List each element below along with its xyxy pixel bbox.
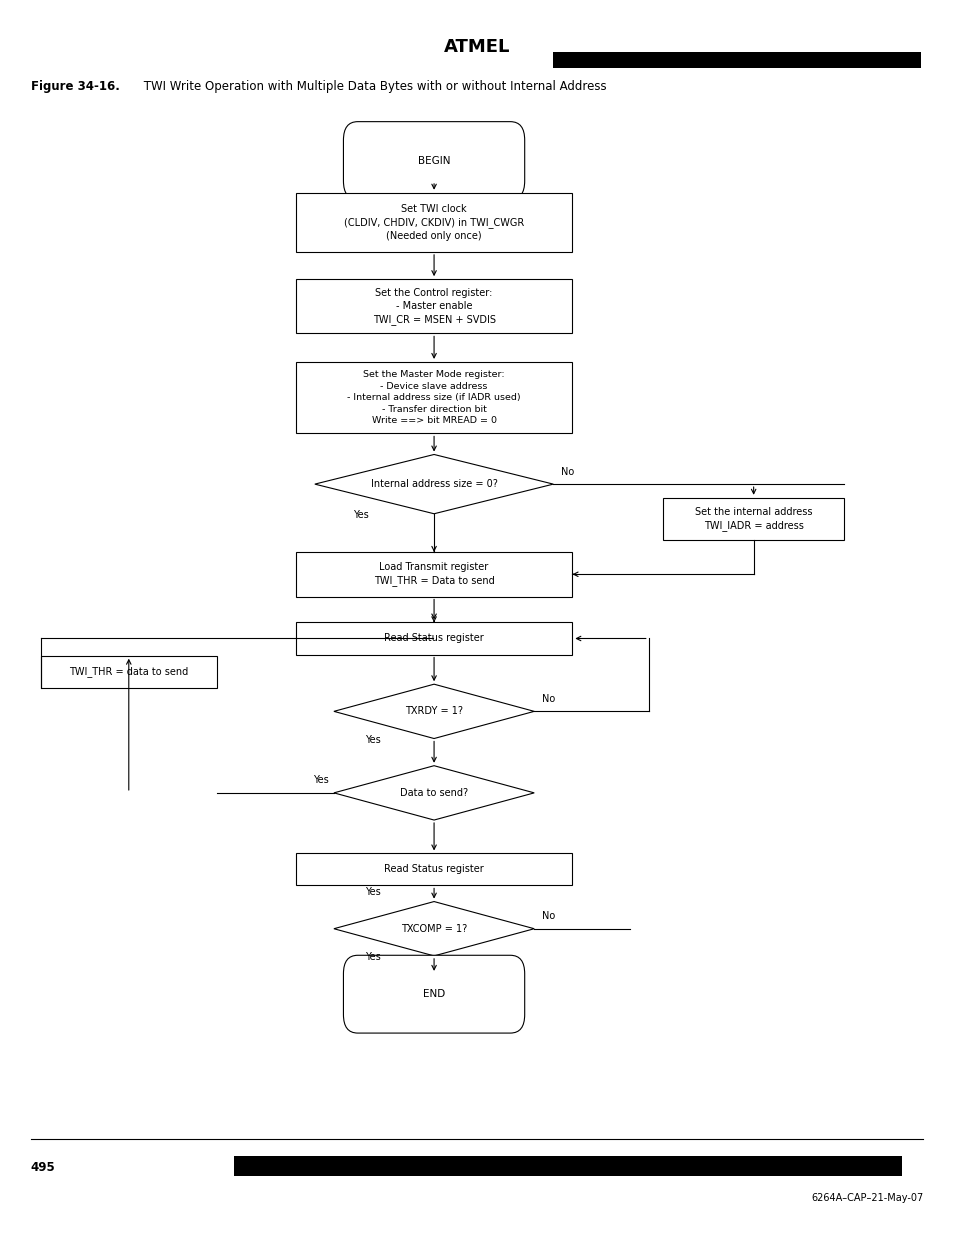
Text: TXCOMP = 1?: TXCOMP = 1? xyxy=(400,924,467,934)
Text: Set the Control register:
- Master enable
TWI_CR = MSEN + SVDIS: Set the Control register: - Master enabl… xyxy=(373,288,495,325)
Polygon shape xyxy=(314,454,553,514)
Text: Internal address size = 0?: Internal address size = 0? xyxy=(371,479,497,489)
Text: ATMEL: ATMEL xyxy=(443,38,510,56)
Text: TWI Write Operation with Multiple Data Bytes with or without Internal Address: TWI Write Operation with Multiple Data B… xyxy=(140,80,606,93)
Bar xyxy=(295,622,572,655)
Polygon shape xyxy=(334,684,534,739)
Text: Load Transmit register
TWI_THR = Data to send: Load Transmit register TWI_THR = Data to… xyxy=(374,562,494,587)
Text: END: END xyxy=(422,989,445,999)
Bar xyxy=(233,1156,901,1176)
Text: AT91CAP9S500A/AT91CAP9S250A: AT91CAP9S500A/AT91CAP9S250A xyxy=(236,1156,631,1176)
Polygon shape xyxy=(334,766,534,820)
Bar xyxy=(295,552,572,597)
Bar xyxy=(40,656,216,688)
Text: Yes: Yes xyxy=(365,952,381,962)
Text: Read Status register: Read Status register xyxy=(384,634,483,643)
Text: BEGIN: BEGIN xyxy=(417,156,450,165)
Text: Yes: Yes xyxy=(353,510,369,520)
Text: Figure 34-16.: Figure 34-16. xyxy=(30,80,119,93)
Bar xyxy=(553,52,920,68)
Text: Set the internal address
TWI_IADR = address: Set the internal address TWI_IADR = addr… xyxy=(694,506,812,531)
Text: Yes: Yes xyxy=(365,887,381,897)
Text: No: No xyxy=(541,694,555,704)
Text: Yes: Yes xyxy=(313,776,329,785)
Text: No: No xyxy=(560,467,574,477)
FancyBboxPatch shape xyxy=(343,122,524,199)
Bar xyxy=(295,193,572,252)
Text: TWI_THR = data to send: TWI_THR = data to send xyxy=(69,667,189,677)
Text: Data to send?: Data to send? xyxy=(399,788,468,798)
Text: Read Status register: Read Status register xyxy=(384,864,483,874)
Text: Set the Master Mode register:
- Device slave address
- Internal address size (if: Set the Master Mode register: - Device s… xyxy=(347,370,520,425)
Bar xyxy=(295,362,572,433)
Polygon shape xyxy=(334,902,534,956)
Text: 6264A–CAP–21-May-07: 6264A–CAP–21-May-07 xyxy=(810,1193,923,1203)
Bar xyxy=(295,279,572,333)
Text: Set TWI clock
(CLDIV, CHDIV, CKDIV) in TWI_CWGR
(Needed only once): Set TWI clock (CLDIV, CHDIV, CKDIV) in T… xyxy=(344,204,523,241)
Bar xyxy=(295,853,572,885)
FancyBboxPatch shape xyxy=(343,956,524,1032)
Text: No: No xyxy=(541,911,555,921)
Text: Yes: Yes xyxy=(365,735,381,745)
Text: 495: 495 xyxy=(30,1161,55,1173)
Bar xyxy=(662,498,843,540)
Text: TXRDY = 1?: TXRDY = 1? xyxy=(405,706,462,716)
